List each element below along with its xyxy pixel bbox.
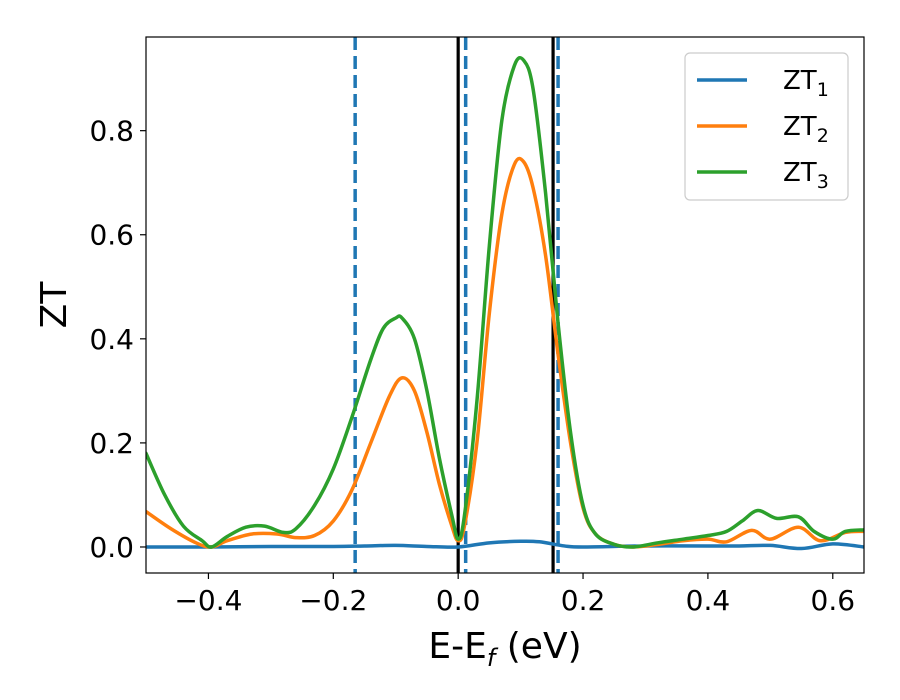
reference-lines [353,37,560,573]
x-axis-label-main: E-E [428,626,486,667]
x-tick-label: 0.4 [686,584,731,617]
x-tick-label: −0.4 [174,584,242,617]
plot-frame [145,36,865,574]
legend-box [684,52,849,201]
x-axis-label: E-Ef (eV) [428,626,581,672]
y-tick-label: 0.8 [89,115,134,148]
series-line-3 [146,55,864,549]
x-axis-ticks: −0.4 −0.2 0.0 0.2 0.4 0.6 [174,573,855,617]
legend-label-main: ZT [783,158,817,188]
series-line-1 [146,539,864,551]
legend-label-1: ZT1 [783,66,829,101]
y-tick-label: 0.0 [89,531,134,564]
legend-label-main: ZT [783,66,817,96]
legend-label-3: ZT3 [783,158,829,193]
series-lines [146,55,864,551]
y-axis-label: ZT [34,281,75,329]
legend-label-2: ZT2 [783,112,829,147]
legend-label-subscript: 1 [817,79,829,101]
y-tick-label: 0.4 [89,323,134,356]
x-tick-label: −0.2 [299,584,367,617]
y-tick-label: 0.2 [89,427,134,460]
x-tick-label: 0.0 [436,584,481,617]
legend-label-subscript: 2 [817,125,829,147]
y-axis-ticks: 0.0 0.2 0.4 0.6 0.8 [89,115,146,564]
x-tick-label: 0.2 [561,584,606,617]
x-tick-label: 0.6 [811,584,856,617]
legend-label-main: ZT [783,112,817,142]
series-line-2 [146,156,864,549]
legend-label-subscript: 3 [817,171,829,193]
y-tick-label: 0.6 [89,219,134,252]
x-axis-label-unit: (eV) [495,626,581,667]
